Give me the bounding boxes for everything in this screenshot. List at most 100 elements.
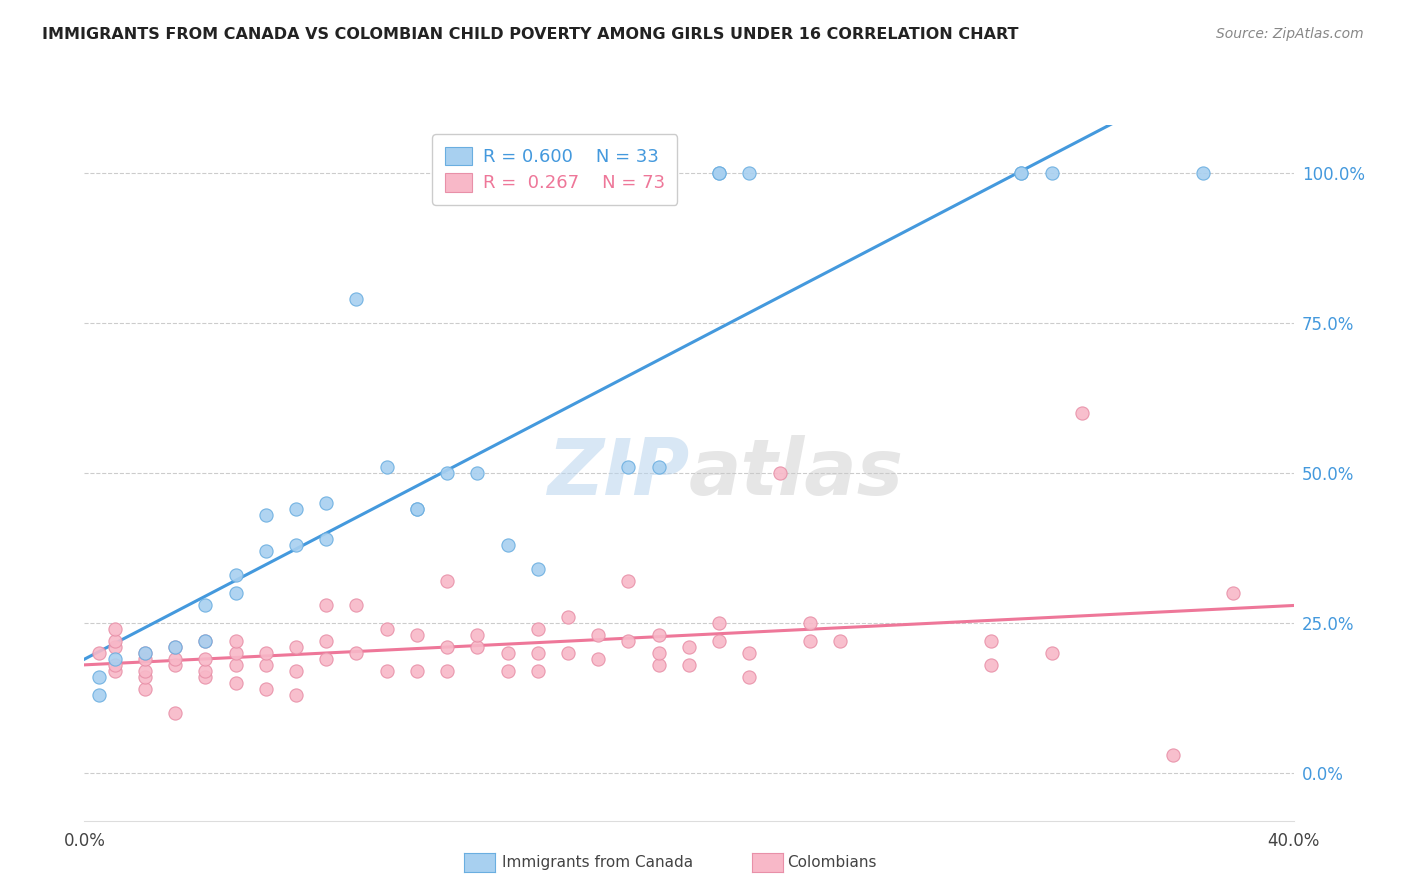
Point (406, 664, 429, 678)
Point (285, 688, 308, 702)
Point (165, 706, 187, 720)
Point (406, 501, 429, 516)
Point (165, 657, 187, 672)
Point (1192, 166, 1215, 180)
Point (406, 628, 429, 642)
Point (346, 292, 368, 306)
Point (1161, 747, 1184, 762)
Point (254, 646, 277, 660)
Point (194, 664, 217, 678)
Point (315, 633, 337, 648)
Point (709, 166, 731, 180)
Point (89, 646, 111, 660)
Point (134, 646, 156, 660)
Point (799, 633, 821, 648)
Point (738, 670, 761, 684)
Point (709, 166, 731, 180)
Point (588, 651, 610, 665)
Point (496, 646, 519, 660)
Point (557, 646, 579, 660)
Point (225, 675, 247, 690)
Point (678, 657, 700, 672)
Point (436, 664, 458, 678)
Point (1222, 585, 1244, 599)
Point (225, 633, 247, 648)
Point (527, 646, 550, 660)
Point (134, 664, 156, 678)
Point (104, 651, 127, 665)
Text: Immigrants from Canada: Immigrants from Canada (502, 855, 693, 870)
Point (225, 646, 247, 660)
Point (1040, 166, 1063, 180)
Point (617, 574, 640, 588)
Point (134, 646, 156, 660)
Point (134, 670, 156, 684)
Point (436, 574, 458, 588)
Point (375, 459, 398, 474)
Point (527, 562, 550, 576)
Point (467, 640, 489, 654)
Point (1011, 166, 1033, 180)
Point (557, 609, 579, 624)
Point (89, 688, 111, 702)
Point (588, 628, 610, 642)
Text: atlas: atlas (689, 434, 904, 511)
Point (648, 646, 671, 660)
Point (194, 670, 217, 684)
Point (648, 459, 671, 474)
Point (165, 640, 187, 654)
Point (678, 640, 700, 654)
Point (527, 664, 550, 678)
Point (165, 651, 187, 665)
Point (830, 633, 852, 648)
Point (165, 640, 187, 654)
Point (980, 657, 1002, 672)
Point (436, 466, 458, 480)
Point (315, 651, 337, 665)
Point (315, 496, 337, 510)
Point (799, 615, 821, 630)
Point (648, 657, 671, 672)
Point (225, 567, 247, 582)
Point (1011, 166, 1033, 180)
Point (709, 615, 731, 630)
Point (254, 508, 277, 522)
Point (285, 501, 308, 516)
Point (285, 538, 308, 552)
Point (346, 646, 368, 660)
Point (104, 640, 127, 654)
Point (769, 466, 792, 480)
Point (285, 664, 308, 678)
Text: ZIP: ZIP (547, 434, 689, 511)
Point (648, 628, 671, 642)
Point (709, 633, 731, 648)
Text: Source: ZipAtlas.com: Source: ZipAtlas.com (1216, 27, 1364, 41)
Point (254, 681, 277, 696)
Point (194, 633, 217, 648)
Point (134, 681, 156, 696)
Point (194, 598, 217, 612)
Point (496, 664, 519, 678)
Point (527, 622, 550, 636)
Point (104, 664, 127, 678)
Point (89, 670, 111, 684)
Point (104, 657, 127, 672)
Point (194, 651, 217, 665)
Point (134, 651, 156, 665)
Point (285, 640, 308, 654)
Point (467, 466, 489, 480)
Point (980, 633, 1002, 648)
Point (104, 633, 127, 648)
Point (315, 598, 337, 612)
Point (194, 633, 217, 648)
Point (346, 598, 368, 612)
Point (1040, 646, 1063, 660)
Point (375, 664, 398, 678)
Point (738, 646, 761, 660)
Point (315, 532, 337, 546)
Point (1071, 406, 1094, 420)
Point (104, 622, 127, 636)
Point (254, 657, 277, 672)
Point (225, 657, 247, 672)
Legend: R = 0.600    N = 33, R =  0.267    N = 73: R = 0.600 N = 33, R = 0.267 N = 73 (432, 134, 678, 205)
